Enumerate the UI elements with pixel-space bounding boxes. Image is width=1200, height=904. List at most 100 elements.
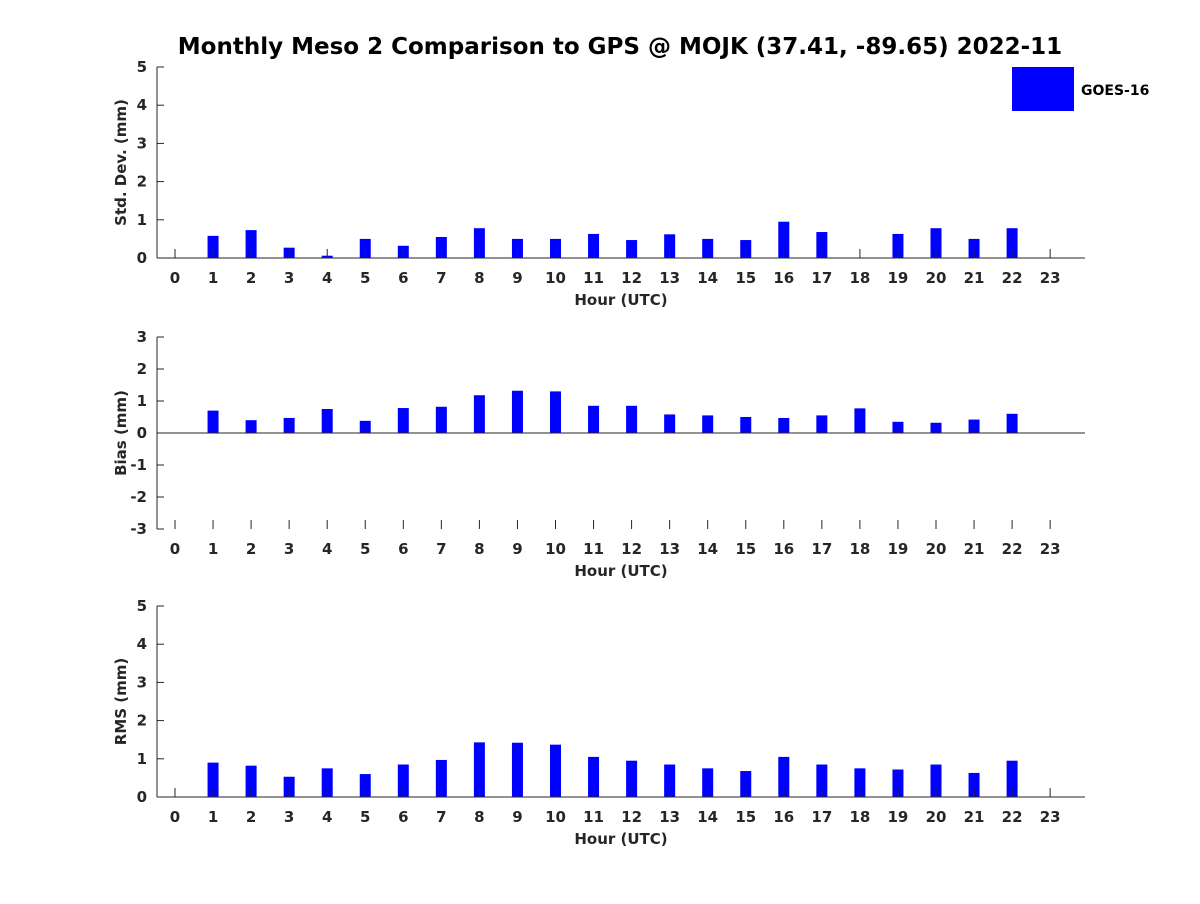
- bar-hour-22: [1006, 760, 1018, 797]
- bar-hour-14: [702, 238, 714, 258]
- y-tick-label: 0: [137, 788, 147, 806]
- bar-hour-4: [321, 768, 333, 797]
- x-tick-label: 16: [773, 269, 794, 287]
- bar-hour-4: [321, 409, 333, 433]
- legend: GOES-16: [1012, 67, 1149, 111]
- x-tick-label: 10: [545, 540, 566, 558]
- legend-swatch: [1012, 67, 1074, 111]
- bar-hour-6: [397, 408, 409, 433]
- x-tick-label: 0: [170, 540, 180, 558]
- x-tick-label: 6: [398, 540, 408, 558]
- x-tick-label: 9: [512, 540, 522, 558]
- bar-hour-10: [550, 238, 561, 258]
- bar-hour-8: [473, 228, 485, 258]
- bar-hour-1: [207, 235, 219, 258]
- y-tick-label: 3: [137, 134, 147, 152]
- y-tick-label: 3: [137, 328, 147, 346]
- x-tick-label: 7: [436, 269, 446, 287]
- x-tick-label: 12: [621, 540, 642, 558]
- x-tick-label: 21: [964, 269, 985, 287]
- bar-hour-21: [968, 238, 980, 258]
- bar-hour-20: [930, 422, 942, 433]
- x-tick-label: 13: [659, 808, 680, 826]
- bar-hour-13: [664, 414, 676, 433]
- x-tick-label: 19: [888, 540, 909, 558]
- y-tick-label: 4: [137, 635, 147, 653]
- bar-hour-5: [359, 774, 371, 797]
- bar-hour-20: [930, 764, 942, 797]
- bar-hour-3: [283, 776, 295, 797]
- x-tick-label: 13: [659, 269, 680, 287]
- y-tick-label: 5: [137, 597, 147, 615]
- y-tick-label: 5: [137, 58, 147, 76]
- bar-hour-19: [892, 421, 904, 433]
- y-axis-label: Bias (mm): [112, 390, 130, 476]
- bar-hour-19: [892, 233, 904, 258]
- x-tick-label: 14: [697, 269, 718, 287]
- x-tick-label: 4: [322, 808, 332, 826]
- y-tick-label: 2: [137, 712, 147, 730]
- bar-hour-16: [778, 417, 790, 433]
- bar-hour-13: [664, 764, 676, 797]
- x-tick-label: 5: [360, 269, 370, 287]
- x-tick-label: 11: [583, 269, 604, 287]
- x-tick-label: 4: [322, 269, 332, 287]
- x-tick-label: 21: [964, 808, 985, 826]
- bar-hour-15: [740, 417, 752, 433]
- x-tick-label: 20: [926, 540, 947, 558]
- y-tick-label: 3: [137, 673, 147, 691]
- x-tick-label: 2: [246, 540, 256, 558]
- bar-hour-2: [245, 765, 257, 797]
- bar-hour-19: [892, 769, 904, 797]
- bar-hour-8: [473, 395, 485, 433]
- x-tick-label: 23: [1040, 808, 1061, 826]
- x-tick-label: 14: [697, 808, 718, 826]
- bar-hour-10: [550, 391, 561, 433]
- x-tick-label: 17: [811, 269, 832, 287]
- bar-hour-12: [626, 405, 638, 433]
- x-tick-label: 11: [583, 808, 604, 826]
- x-tick-label: 9: [512, 808, 522, 826]
- x-tick-label: 22: [1002, 269, 1023, 287]
- x-tick-label: 13: [659, 540, 680, 558]
- y-axis-label: RMS (mm): [112, 658, 130, 745]
- x-tick-label: 6: [398, 269, 408, 287]
- legend-label: GOES-16: [1081, 83, 1149, 99]
- bar-hour-14: [702, 768, 714, 797]
- x-tick-label: 18: [849, 808, 870, 826]
- x-tick-label: 5: [360, 808, 370, 826]
- x-tick-label: 12: [621, 808, 642, 826]
- bar-hour-21: [968, 419, 980, 433]
- x-tick-label: 1: [208, 269, 218, 287]
- bar-hour-2: [245, 420, 257, 433]
- bar-hour-17: [816, 764, 828, 797]
- x-axis-label: Hour (UTC): [574, 830, 667, 848]
- bar-hour-13: [664, 234, 676, 258]
- bar-hour-8: [473, 742, 485, 797]
- bar-hour-5: [359, 420, 371, 433]
- bar-hour-7: [435, 406, 447, 433]
- x-tick-label: 1: [208, 540, 218, 558]
- x-tick-label: 8: [474, 540, 484, 558]
- bar-hour-3: [283, 417, 295, 433]
- x-tick-label: 23: [1040, 269, 1061, 287]
- x-tick-label: 2: [246, 269, 256, 287]
- bar-hour-15: [740, 771, 752, 797]
- bar-hour-16: [778, 221, 790, 258]
- x-tick-label: 16: [773, 540, 794, 558]
- bar-hour-9: [511, 238, 523, 258]
- y-tick-label: 0: [137, 424, 147, 442]
- x-tick-label: 0: [170, 808, 180, 826]
- y-tick-label: 1: [137, 211, 147, 229]
- x-tick-label: 2: [246, 808, 256, 826]
- y-tick-label: -1: [130, 456, 147, 474]
- bar-hour-20: [930, 228, 942, 258]
- bar-hour-2: [245, 230, 257, 258]
- bar-hour-11: [588, 233, 600, 258]
- bar-hour-18: [854, 408, 866, 433]
- x-tick-label: 7: [436, 540, 446, 558]
- x-tick-label: 6: [398, 808, 408, 826]
